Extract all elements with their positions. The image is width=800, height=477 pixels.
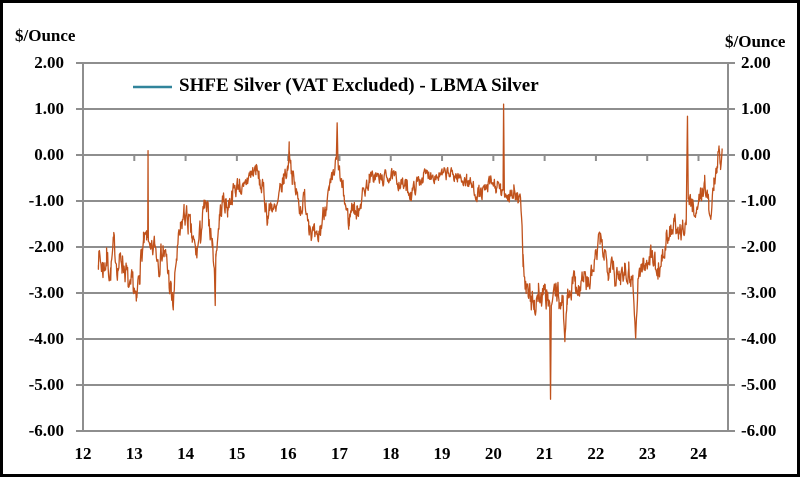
x-tick-label-22: 22 [587, 444, 605, 463]
x-tick-label-13: 13 [125, 444, 143, 463]
y-tick-label-right--6.00: -6.00 [741, 421, 777, 440]
y-axis-unit-right: $/Ounce [725, 32, 786, 51]
x-tick-label-14: 14 [177, 444, 195, 463]
x-tick-label-17: 17 [330, 444, 348, 463]
y-tick-label-right-2.00: 2.00 [741, 53, 771, 72]
x-tick-label-15: 15 [228, 444, 246, 463]
x-tick-label-16: 16 [279, 444, 297, 463]
y-tick-label-left-2.00: 2.00 [34, 53, 64, 72]
y-tick-label-right-0.00: 0.00 [741, 145, 771, 164]
y-axis-unit-left: $/Ounce [15, 26, 76, 45]
y-tick-label-right--5.00: -5.00 [741, 375, 777, 394]
x-tick-label-20: 20 [484, 444, 502, 463]
x-tick-label-19: 19 [433, 444, 451, 463]
y-tick-label-left--6.00: -6.00 [28, 421, 64, 440]
y-tick-label-right--2.00: -2.00 [741, 237, 777, 256]
y-tick-label-left-0.00: 0.00 [34, 145, 64, 164]
x-tick-label-21: 21 [536, 444, 554, 463]
x-tick-label-18: 18 [382, 444, 400, 463]
y-tick-label-left-1.00: 1.00 [34, 99, 64, 118]
series-line [97, 103, 723, 400]
x-tick-label-23: 23 [638, 444, 656, 463]
y-tick-label-left--3.00: -3.00 [28, 283, 64, 302]
y-tick-label-left--1.00: -1.00 [28, 191, 64, 210]
y-tick-label-left--2.00: -2.00 [28, 237, 64, 256]
x-tick-label-24: 24 [690, 444, 707, 463]
y-tick-label-right--3.00: -3.00 [741, 283, 777, 302]
y-tick-label-right-1.00: 1.00 [741, 99, 771, 118]
x-tick-label-12: 12 [74, 444, 92, 463]
y-tick-label-right--4.00: -4.00 [741, 329, 777, 348]
y-tick-label-right--1.00: -1.00 [741, 191, 777, 210]
y-tick-label-left--5.00: -5.00 [28, 375, 64, 394]
y-tick-label-left--4.00: -4.00 [28, 329, 64, 348]
legend-label: SHFE Silver (VAT Excluded) - LBMA Silver [179, 75, 539, 96]
